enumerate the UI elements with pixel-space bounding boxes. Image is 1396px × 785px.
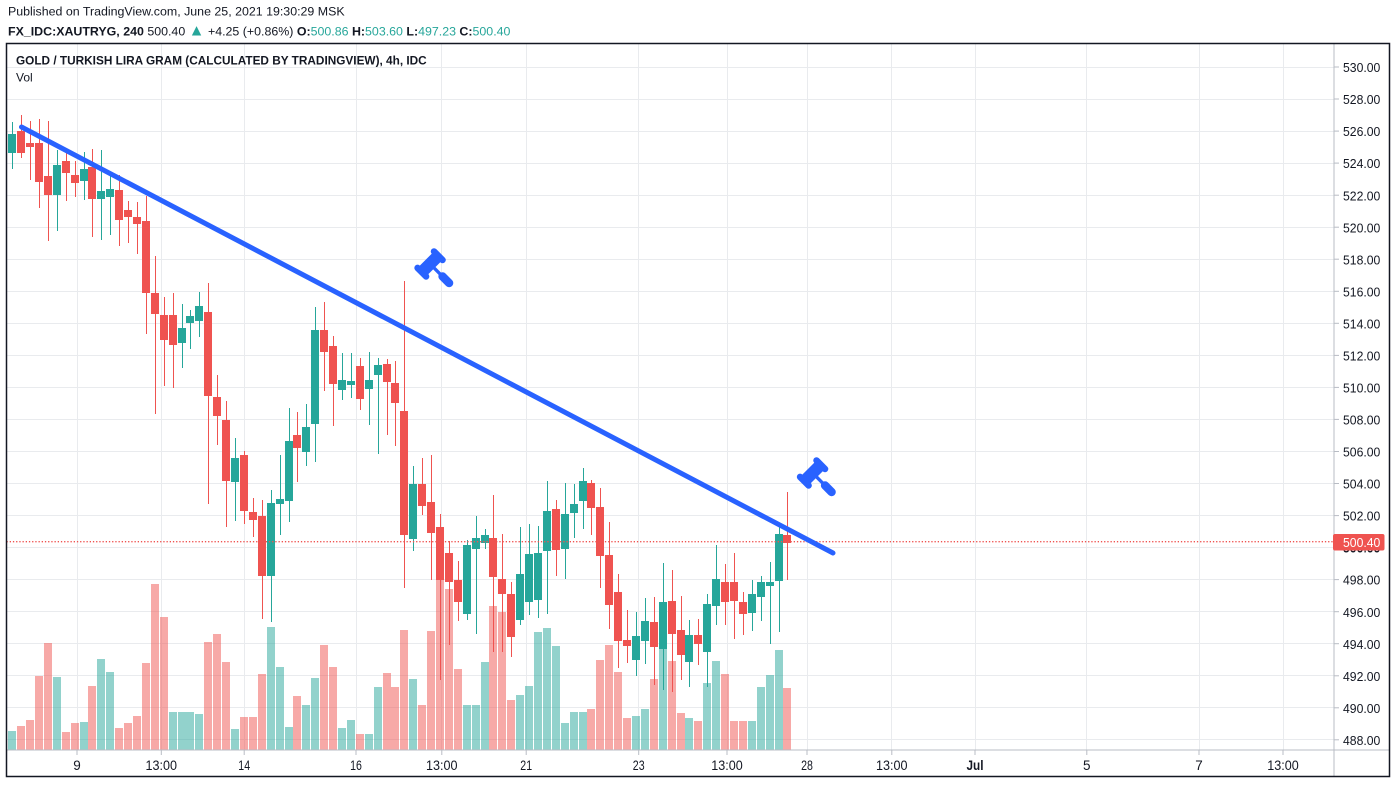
svg-text:Jul: Jul [967, 758, 984, 773]
svg-text:Vol: Vol [16, 71, 33, 85]
svg-text:510.00: 510.00 [1343, 381, 1380, 396]
svg-text:13:00: 13:00 [426, 758, 458, 773]
svg-text:488.00: 488.00 [1343, 733, 1380, 748]
svg-text:23: 23 [633, 758, 645, 773]
svg-text:514.00: 514.00 [1343, 316, 1380, 331]
svg-text:530.00: 530.00 [1343, 60, 1380, 75]
svg-text:498.00: 498.00 [1343, 573, 1380, 588]
svg-text:528.00: 528.00 [1343, 92, 1380, 107]
svg-text:9: 9 [73, 758, 81, 773]
svg-text:Published on TradingView.com,: Published on TradingView.com, June 25, 2… [8, 5, 345, 19]
svg-text:494.00: 494.00 [1343, 637, 1380, 652]
svg-text:500.40: 500.40 [1343, 535, 1380, 550]
svg-text:28: 28 [801, 758, 813, 773]
svg-text:522.00: 522.00 [1343, 188, 1380, 203]
svg-text:524.00: 524.00 [1343, 156, 1380, 171]
svg-text:526.00: 526.00 [1343, 124, 1380, 139]
svg-text:5: 5 [1083, 758, 1091, 773]
svg-text:21: 21 [520, 758, 532, 773]
svg-text:13:00: 13:00 [711, 758, 743, 773]
svg-text:FX_IDC:XAUTRYG, 240 500.40 ▲ +: FX_IDC:XAUTRYG, 240 500.40 ▲ +4.25 (+0.8… [8, 23, 511, 40]
svg-text:520.00: 520.00 [1343, 220, 1380, 235]
svg-text:516.00: 516.00 [1343, 284, 1380, 299]
svg-text:506.00: 506.00 [1343, 445, 1380, 460]
svg-text:13:00: 13:00 [146, 758, 178, 773]
svg-text:GOLD / TURKISH LIRA GRAM (CALC: GOLD / TURKISH LIRA GRAM (CALCULATED BY … [16, 54, 427, 68]
svg-text:518.00: 518.00 [1343, 252, 1380, 267]
svg-text:490.00: 490.00 [1343, 701, 1380, 716]
svg-text:512.00: 512.00 [1343, 349, 1380, 364]
svg-text:7: 7 [1195, 758, 1203, 773]
svg-text:492.00: 492.00 [1343, 669, 1380, 684]
svg-text:16: 16 [350, 758, 362, 773]
svg-text:496.00: 496.00 [1343, 605, 1380, 620]
svg-text:502.00: 502.00 [1343, 509, 1380, 524]
svg-text:14: 14 [238, 758, 250, 773]
svg-text:13:00: 13:00 [876, 758, 908, 773]
svg-text:13:00: 13:00 [1267, 758, 1299, 773]
svg-text:508.00: 508.00 [1343, 413, 1380, 428]
svg-text:504.00: 504.00 [1343, 477, 1380, 492]
